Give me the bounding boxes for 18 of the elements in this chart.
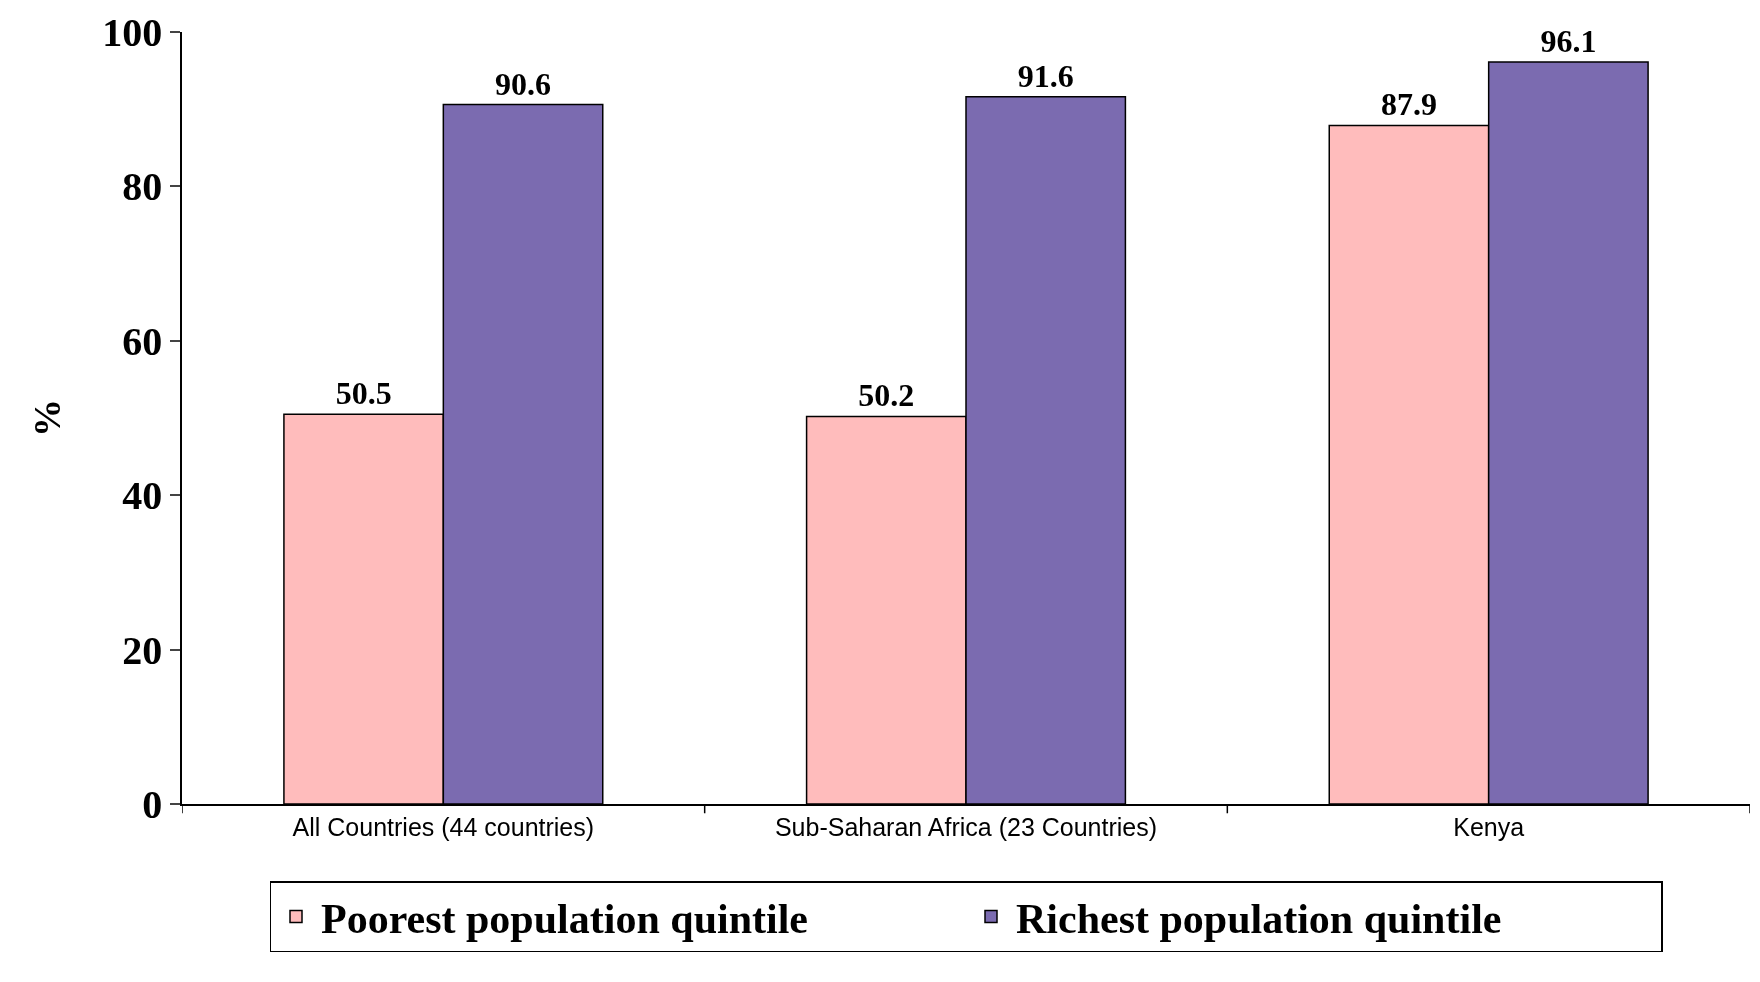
y-tick-label: 60 (122, 318, 163, 364)
data-label: 50.5 (335, 375, 392, 412)
x-tick-label: Sub-Saharan Africa (23 Countries) (774, 812, 1158, 841)
data-label: 87.9 (1380, 86, 1437, 123)
y-tick-label: 100 (102, 10, 163, 55)
x-tick-label: All Countries (44 countries) (292, 812, 595, 841)
legend-label: Richest population quintile (1016, 895, 1502, 942)
data-label: 96.1 (1540, 23, 1597, 60)
data-label: 90.6 (495, 65, 552, 102)
y-tick-label: 0 (142, 782, 163, 827)
y-tick-label: 20 (122, 627, 163, 673)
legend-label: Poorest population quintile (321, 895, 808, 942)
y-axis-title: % (25, 399, 68, 437)
y-tick-label: 40 (122, 473, 163, 519)
data-label: 50.2 (858, 377, 915, 414)
y-tick-label: 80 (122, 164, 163, 210)
data-label: 91.6 (1017, 57, 1074, 94)
x-tick-label: Kenya (1453, 812, 1525, 841)
